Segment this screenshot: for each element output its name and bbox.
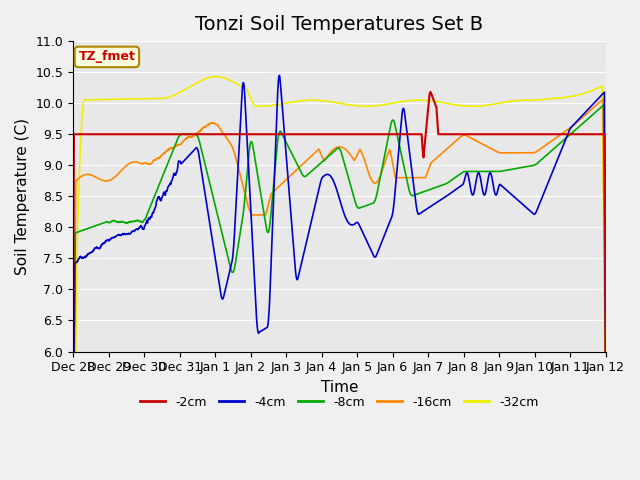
- -4cm: [188, 150, 195, 156]
- -8cm: [492, 168, 499, 174]
- -2cm: [69, 367, 77, 373]
- -8cm: [175, 134, 182, 140]
- -2cm: [492, 132, 499, 137]
- -32cm: [248, 97, 255, 103]
- -16cm: [422, 174, 429, 180]
- -16cm: [492, 148, 499, 154]
- -2cm: [175, 132, 182, 137]
- Line: -32cm: -32cm: [73, 76, 605, 480]
- -32cm: [602, 370, 609, 376]
- -16cm: [69, 432, 77, 438]
- -32cm: [175, 90, 182, 96]
- -16cm: [538, 145, 546, 151]
- -8cm: [602, 360, 609, 365]
- -16cm: [602, 387, 609, 393]
- -32cm: [539, 96, 547, 102]
- -2cm: [427, 89, 435, 95]
- -8cm: [538, 156, 546, 162]
- X-axis label: Time: Time: [321, 380, 358, 395]
- Line: -2cm: -2cm: [73, 92, 605, 370]
- Line: -4cm: -4cm: [73, 75, 605, 480]
- -2cm: [602, 367, 609, 373]
- -4cm: [422, 206, 430, 212]
- -4cm: [175, 158, 182, 164]
- -4cm: [247, 213, 255, 219]
- -8cm: [247, 139, 255, 144]
- -8cm: [600, 102, 607, 108]
- -16cm: [599, 96, 607, 102]
- -8cm: [188, 132, 195, 137]
- -2cm: [422, 131, 429, 137]
- -4cm: [539, 193, 547, 199]
- -16cm: [175, 142, 182, 147]
- Legend: -2cm, -4cm, -8cm, -16cm, -32cm: -2cm, -4cm, -8cm, -16cm, -32cm: [135, 391, 543, 414]
- -4cm: [492, 192, 499, 198]
- -2cm: [247, 132, 255, 137]
- -32cm: [492, 101, 499, 107]
- -2cm: [188, 132, 195, 137]
- Title: Tonzi Soil Temperatures Set B: Tonzi Soil Temperatures Set B: [195, 15, 483, 34]
- Line: -16cm: -16cm: [73, 99, 605, 435]
- -16cm: [188, 134, 195, 140]
- -32cm: [212, 73, 220, 79]
- -32cm: [188, 83, 195, 89]
- Line: -8cm: -8cm: [73, 105, 605, 479]
- -4cm: [602, 326, 609, 332]
- -4cm: [275, 72, 283, 78]
- Y-axis label: Soil Temperature (C): Soil Temperature (C): [15, 118, 30, 275]
- Text: TZ_fmet: TZ_fmet: [79, 50, 135, 63]
- -8cm: [422, 188, 429, 194]
- -16cm: [247, 211, 255, 216]
- -8cm: [69, 476, 77, 480]
- -32cm: [422, 97, 430, 103]
- -2cm: [539, 132, 547, 137]
